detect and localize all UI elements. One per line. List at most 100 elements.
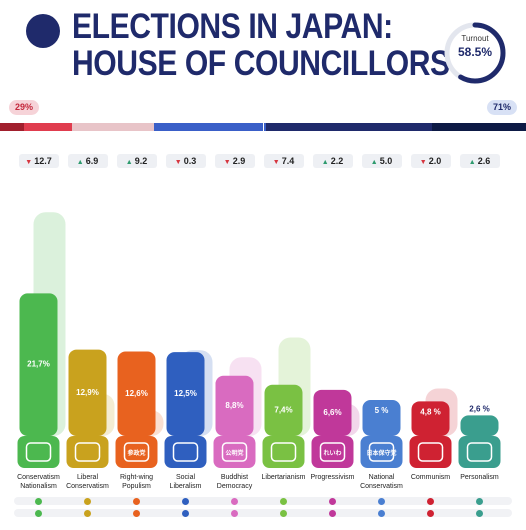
title-line-1: ELECTIONS IN JAPAN: (72, 7, 393, 46)
down-arrow-icon: ▼ (419, 159, 427, 166)
up-arrow-icon: ▲ (125, 159, 133, 166)
category-label: Libertarianism (258, 474, 310, 483)
category-label: Personalism (454, 474, 506, 483)
result-bar (68, 349, 107, 436)
seat-segment-3 (72, 123, 154, 131)
value-label: 8,8% (225, 401, 243, 410)
down-arrow-icon: ▼ (272, 159, 280, 166)
result-bar (215, 375, 254, 436)
change-badge: ▼ 2.9 (214, 154, 255, 168)
category-label-line: Liberalism (169, 482, 202, 490)
seat-share-left-badge: 29% (9, 100, 40, 115)
change-badge: ▼ 0.3 (165, 154, 206, 168)
seat-segment-2 (24, 123, 72, 131)
result-bar (117, 351, 156, 436)
change-value: 9.2 (134, 156, 148, 166)
party-logo-icon (270, 442, 297, 462)
result-bar (264, 384, 303, 436)
category-label: National Conservatism (356, 474, 408, 491)
party-dot (280, 497, 287, 505)
party-dot (329, 497, 336, 505)
party-dot (35, 509, 42, 517)
category-label: Buddhist Democracy (209, 474, 261, 491)
party-logo-tile (409, 436, 452, 468)
category-label-line: Libertarianism (261, 474, 306, 481)
dot-row-background (14, 509, 512, 517)
change-badge: ▲ 2.2 (312, 154, 353, 168)
party-dot (182, 497, 189, 505)
seat-split-bar (0, 123, 526, 131)
category-label: Conservatism Nationalism (13, 474, 65, 491)
party-logo-text: 日本保守党 (366, 449, 396, 457)
party-dot (182, 509, 189, 517)
category-label: Communism (405, 474, 457, 483)
party-dot (231, 497, 238, 505)
value-label: 12,5% (174, 389, 197, 398)
party-dot (427, 509, 434, 517)
party-dot (476, 509, 483, 517)
party-logo-tile (458, 436, 501, 468)
dot-row-background (14, 497, 512, 505)
result-bar (362, 400, 401, 436)
title-line-2: HOUSE OF COUNCILLORS (72, 44, 450, 83)
party-logo-icon (466, 442, 493, 462)
change-badge: ▼ 7.4 (263, 154, 304, 168)
party-logo-tile (164, 436, 207, 468)
category-label-line: Right-wing (119, 474, 154, 481)
change-value: 2.0 (428, 156, 442, 166)
category-label: Social Liberalism (160, 474, 212, 491)
value-label: 12,9% (76, 388, 99, 397)
change-badge: ▼ 12.7 (18, 154, 59, 168)
turnout-label: Turnout (461, 34, 489, 43)
value-label: 7,4% (274, 405, 292, 414)
up-arrow-icon: ▲ (370, 159, 378, 166)
party-logo-tile (17, 436, 60, 468)
change-value: 6.9 (85, 156, 99, 166)
value-label: 12,6% (125, 389, 148, 398)
party-logo-tile (262, 436, 305, 468)
category-label: Progressivism (307, 474, 359, 483)
change-value: 12.7 (34, 156, 52, 166)
change-badge: ▲ 6.9 (67, 154, 108, 168)
party-dot (133, 509, 140, 517)
party-dot (84, 509, 91, 517)
party-dot (231, 509, 238, 517)
category-label-line: Communism (410, 474, 451, 481)
category-label-line: Personalism (460, 474, 499, 481)
value-label: 21,7% (27, 360, 50, 369)
category-label-line: Progressivism (310, 474, 355, 481)
category-label-line: Nationalism (20, 482, 57, 490)
party-logo-icon (172, 442, 199, 462)
seat-segment-6 (432, 123, 526, 131)
party-dot (476, 497, 483, 505)
party-logo-icon (25, 442, 52, 462)
party-logo-icon (417, 442, 444, 462)
category-label-line: Buddhist (220, 474, 249, 481)
turnout-value: 58.5% (457, 45, 493, 59)
down-arrow-icon: ▼ (25, 159, 33, 166)
value-label: 6,6% (323, 408, 341, 417)
up-arrow-icon: ▲ (321, 159, 329, 166)
up-arrow-icon: ▲ (76, 159, 84, 166)
seat-segment-4 (154, 123, 266, 131)
change-badge: ▲ 2.6 (459, 154, 500, 168)
value-label: 4,8 % (420, 407, 440, 416)
seat-majority-marker (263, 120, 264, 134)
party-dot (329, 509, 336, 517)
category-label-line: National (368, 474, 395, 481)
party-dot (84, 497, 91, 505)
result-bar (313, 389, 352, 436)
party-dot (378, 509, 385, 517)
change-value: 2.9 (232, 156, 246, 166)
category-label-line: Social (175, 474, 196, 481)
category-label-line: Liberal (76, 474, 98, 481)
value-label: 2,6 % (469, 404, 489, 413)
page-title: ELECTIONS IN JAPAN: HOUSE OF COUNCILLORS (72, 8, 450, 82)
result-bar (166, 352, 205, 436)
category-label: Liberal Conservatism (62, 474, 114, 491)
category-label-line: Conservatism (17, 474, 60, 481)
party-logo-text: れいわ (323, 449, 341, 457)
party-dot (280, 509, 287, 517)
seat-share-right-badge: 71% (486, 100, 517, 115)
